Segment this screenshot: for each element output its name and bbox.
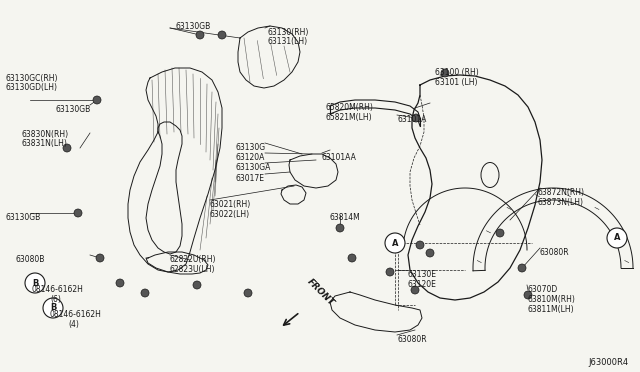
- Text: 63120E: 63120E: [408, 280, 437, 289]
- Text: 63101A: 63101A: [397, 115, 426, 124]
- Text: 63130G: 63130G: [235, 143, 265, 152]
- Circle shape: [411, 286, 419, 294]
- Text: 63130GB: 63130GB: [55, 105, 90, 114]
- Text: 63100 (RH): 63100 (RH): [435, 68, 479, 77]
- Text: 62823U(LH): 62823U(LH): [170, 265, 216, 274]
- Circle shape: [348, 254, 356, 262]
- Text: 63080R: 63080R: [397, 335, 427, 344]
- Text: 08146-6162H: 08146-6162H: [32, 285, 84, 294]
- Text: 63811M(LH): 63811M(LH): [527, 305, 573, 314]
- Circle shape: [607, 228, 627, 248]
- Circle shape: [116, 279, 124, 287]
- Text: 65821M(LH): 65821M(LH): [325, 113, 372, 122]
- Circle shape: [74, 209, 82, 217]
- Circle shape: [93, 96, 101, 104]
- Text: 63814M: 63814M: [330, 213, 361, 222]
- Text: B: B: [50, 304, 56, 312]
- Text: A: A: [614, 234, 620, 243]
- Text: 63810M(RH): 63810M(RH): [527, 295, 575, 304]
- Text: 63080B: 63080B: [15, 255, 44, 264]
- Circle shape: [141, 289, 149, 297]
- Text: 63130GC(RH): 63130GC(RH): [5, 74, 58, 83]
- Text: 63130(RH): 63130(RH): [268, 28, 309, 37]
- Text: 63017E: 63017E: [235, 174, 264, 183]
- Text: 63022(LH): 63022(LH): [210, 210, 250, 219]
- Text: 63130GD(LH): 63130GD(LH): [5, 83, 57, 92]
- Text: 08146-6162H: 08146-6162H: [50, 310, 102, 319]
- Text: 63130GA: 63130GA: [235, 163, 270, 172]
- Text: 63872N(RH): 63872N(RH): [538, 188, 585, 197]
- Text: B: B: [32, 279, 38, 288]
- Text: (6): (6): [50, 295, 61, 304]
- Text: 63070D: 63070D: [527, 285, 557, 294]
- Text: 63831N(LH): 63831N(LH): [22, 139, 68, 148]
- Text: 63130E: 63130E: [408, 270, 437, 279]
- Circle shape: [385, 233, 405, 253]
- Circle shape: [426, 249, 434, 257]
- Circle shape: [244, 289, 252, 297]
- Circle shape: [193, 281, 201, 289]
- Text: J63000R4: J63000R4: [588, 358, 628, 367]
- Text: 63101 (LH): 63101 (LH): [435, 78, 477, 87]
- Circle shape: [218, 31, 226, 39]
- Text: A: A: [392, 238, 398, 247]
- Circle shape: [386, 268, 394, 276]
- Circle shape: [412, 114, 420, 122]
- Circle shape: [518, 264, 526, 272]
- Circle shape: [336, 224, 344, 232]
- Text: 63130GB: 63130GB: [175, 22, 211, 31]
- Text: 63130GB: 63130GB: [5, 213, 40, 222]
- Text: 63131(LH): 63131(LH): [268, 37, 308, 46]
- Circle shape: [25, 273, 45, 293]
- Text: 63120A: 63120A: [235, 153, 264, 162]
- Text: 63101AA: 63101AA: [322, 153, 357, 162]
- Circle shape: [43, 298, 63, 318]
- Circle shape: [441, 69, 449, 77]
- Circle shape: [496, 229, 504, 237]
- Circle shape: [96, 254, 104, 262]
- Text: 63080R: 63080R: [540, 248, 570, 257]
- Text: 63830N(RH): 63830N(RH): [22, 130, 69, 139]
- Text: (4): (4): [68, 320, 79, 329]
- Text: 63873N(LH): 63873N(LH): [538, 198, 584, 207]
- Text: FRONT: FRONT: [305, 278, 335, 308]
- Text: 63021(RH): 63021(RH): [210, 200, 252, 209]
- Circle shape: [63, 144, 71, 152]
- Circle shape: [196, 31, 204, 39]
- Text: 65820M(RH): 65820M(RH): [325, 103, 373, 112]
- Circle shape: [416, 241, 424, 249]
- Circle shape: [524, 291, 532, 299]
- Text: 62822U(RH): 62822U(RH): [170, 255, 216, 264]
